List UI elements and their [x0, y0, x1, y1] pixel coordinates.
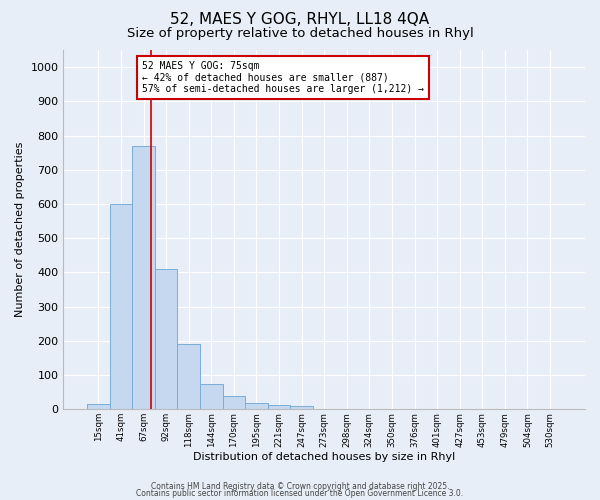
X-axis label: Distribution of detached houses by size in Rhyl: Distribution of detached houses by size …: [193, 452, 455, 462]
Text: 52 MAES Y GOG: 75sqm
← 42% of detached houses are smaller (887)
57% of semi-deta: 52 MAES Y GOG: 75sqm ← 42% of detached h…: [142, 61, 424, 94]
Y-axis label: Number of detached properties: Number of detached properties: [15, 142, 25, 318]
Bar: [132, 146, 155, 409]
Text: 52, MAES Y GOG, RHYL, LL18 4QA: 52, MAES Y GOG, RHYL, LL18 4QA: [170, 12, 430, 28]
Bar: [268, 405, 290, 409]
Bar: [178, 344, 200, 410]
Bar: [200, 384, 223, 409]
Bar: [155, 269, 178, 410]
Bar: [110, 204, 132, 410]
Bar: [245, 403, 268, 409]
Text: Size of property relative to detached houses in Rhyl: Size of property relative to detached ho…: [127, 28, 473, 40]
Bar: [87, 404, 110, 409]
Text: Contains public sector information licensed under the Open Government Licence 3.: Contains public sector information licen…: [136, 489, 464, 498]
Text: Contains HM Land Registry data © Crown copyright and database right 2025.: Contains HM Land Registry data © Crown c…: [151, 482, 449, 491]
Bar: [290, 406, 313, 409]
Bar: [223, 396, 245, 409]
